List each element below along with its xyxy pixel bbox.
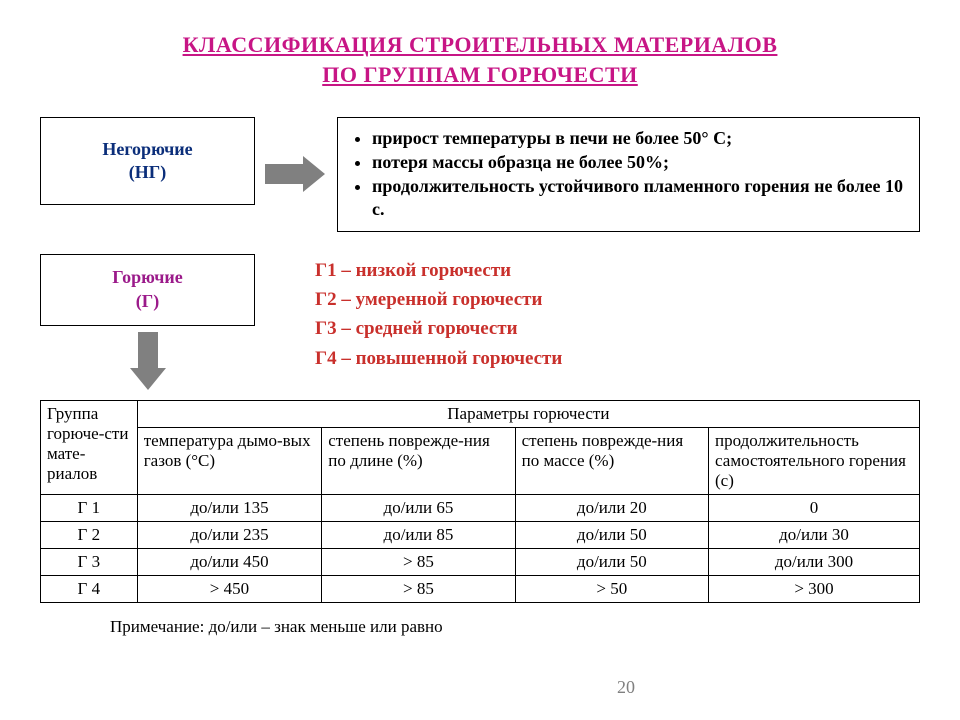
box-ng-criteria: прирост температуры в печи не более 50° …	[337, 117, 920, 231]
cell: до/или 50	[515, 521, 708, 548]
table-row: Г 3 до/или 450 > 85 до/или 50 до/или 300	[41, 548, 920, 575]
cell: до/или 135	[137, 494, 322, 521]
box-goryuchie: Горючие (Г)	[40, 254, 255, 326]
params-header: Параметры горючести	[137, 400, 919, 427]
g-level: Г4 – повышенной горючести	[315, 344, 562, 373]
g-level: Г3 – средней горючести	[315, 314, 562, 343]
table-row: Г 2 до/или 235 до/или 85 до/или 50 до/ил…	[41, 521, 920, 548]
cell-group: Г 2	[41, 521, 138, 548]
col-subhead: степень поврежде-ния по длине (%)	[322, 427, 515, 494]
ng-line-1: Негорючие	[41, 138, 254, 161]
cell: > 300	[709, 575, 920, 602]
ng-criterion: продолжительность устойчивого пламенного…	[372, 175, 907, 221]
ng-criterion: прирост температуры в печи не более 50° …	[372, 127, 907, 150]
row-g: Горючие (Г) Г1 – низкой горючести Г2 – у…	[40, 254, 920, 394]
cell: до/или 85	[322, 521, 515, 548]
cell-group: Г 3	[41, 548, 138, 575]
box-negoryuchie: Негорючие (НГ)	[40, 117, 255, 205]
table-row: Г 4 > 450 > 85 > 50 > 300	[41, 575, 920, 602]
g-level: Г2 – умеренной горючести	[315, 285, 562, 314]
flammability-table: Группа горюче-сти мате-риалов Параметры …	[40, 400, 920, 603]
cell: > 450	[137, 575, 322, 602]
cell: до/или 30	[709, 521, 920, 548]
cell: > 50	[515, 575, 708, 602]
cell: > 85	[322, 548, 515, 575]
cell: до/или 50	[515, 548, 708, 575]
g-line-1: Горючие	[41, 266, 254, 289]
row-ng: Негорючие (НГ) прирост температуры в печ…	[40, 117, 920, 231]
page-number: 20	[617, 677, 635, 698]
cell-group: Г 4	[41, 575, 138, 602]
g-levels-list: Г1 – низкой горючести Г2 – умеренной гор…	[315, 254, 562, 374]
title-line-2: ПО ГРУППАМ ГОРЮЧЕСТИ	[322, 62, 638, 87]
footnote: Примечание: до/или – знак меньше или рав…	[110, 617, 920, 637]
cell: до/или 235	[137, 521, 322, 548]
title-line-1: КЛАССИФИКАЦИЯ СТРОИТЕЛЬНЫХ МАТЕРИАЛОВ	[183, 32, 778, 57]
col-subhead: продолжительность самостоятельного горен…	[709, 427, 920, 494]
col-group-header: Группа горюче-сти мате-риалов	[41, 400, 138, 494]
page-title: КЛАССИФИКАЦИЯ СТРОИТЕЛЬНЫХ МАТЕРИАЛОВ ПО…	[40, 30, 920, 89]
arrow-down-icon	[130, 332, 166, 390]
col-subhead: степень поврежде-ния по массе (%)	[515, 427, 708, 494]
arrow-right-icon	[265, 156, 327, 192]
cell: > 85	[322, 575, 515, 602]
cell-group: Г 1	[41, 494, 138, 521]
cell: до/или 65	[322, 494, 515, 521]
ng-criterion: потеря массы образца не более 50%;	[372, 151, 907, 174]
col-subhead: температура дымо-вых газов (°С)	[137, 427, 322, 494]
cell: до/или 450	[137, 548, 322, 575]
cell: 0	[709, 494, 920, 521]
cell: до/или 300	[709, 548, 920, 575]
table-row: Г 1 до/или 135 до/или 65 до/или 20 0	[41, 494, 920, 521]
ng-line-2: (НГ)	[41, 161, 254, 184]
g-line-2: (Г)	[41, 290, 254, 313]
g-level: Г1 – низкой горючести	[315, 256, 562, 285]
cell: до/или 20	[515, 494, 708, 521]
